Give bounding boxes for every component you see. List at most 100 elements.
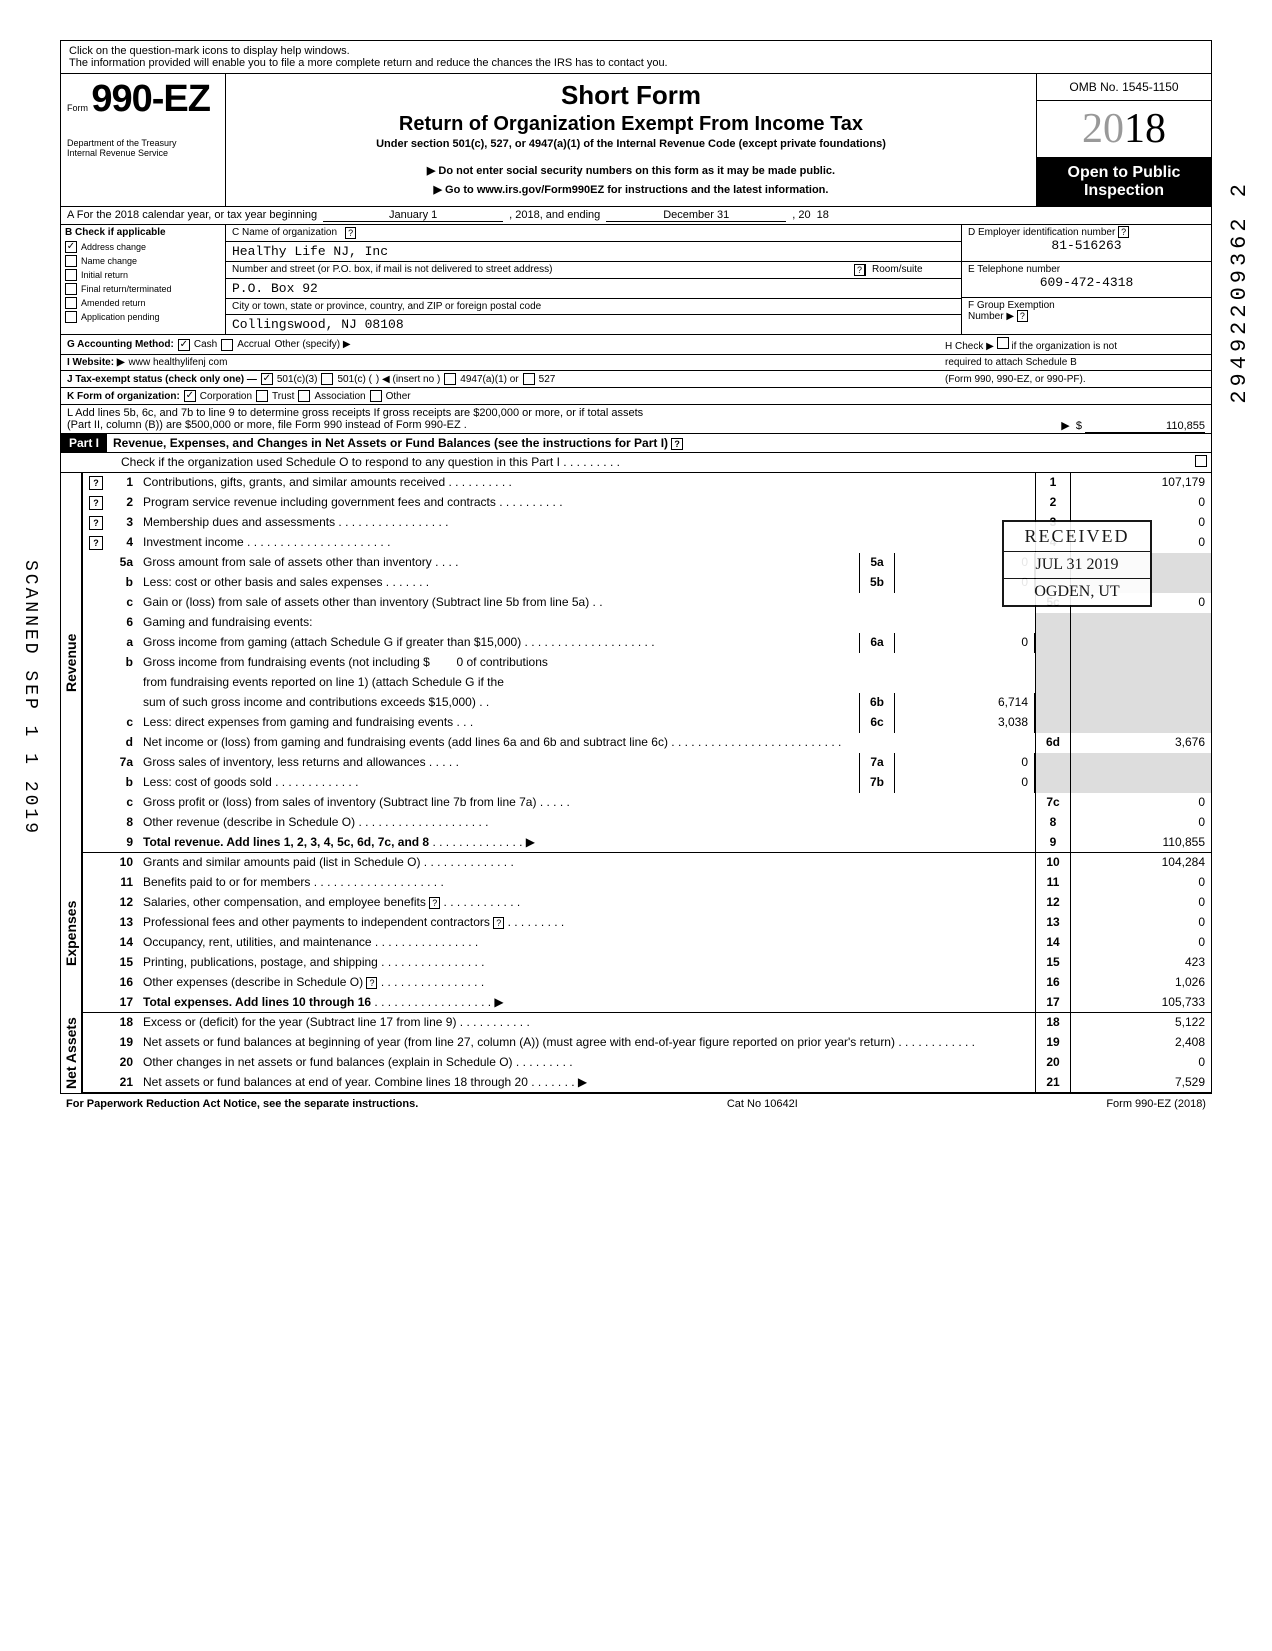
line-7b: b Less: cost of goods sold . . . . . . .… [82, 773, 1212, 793]
line-num: 12 [109, 893, 139, 913]
right-num-shade [1035, 713, 1071, 733]
help-icon[interactable]: ? [345, 227, 356, 239]
help-icon[interactable]: ? [429, 897, 440, 909]
mid-val: 0 [895, 773, 1035, 793]
h-text3: required to attach Schedule B [945, 357, 1205, 368]
stamp-date: JUL 31 2019 [1004, 552, 1150, 579]
line-num: 16 [109, 973, 139, 993]
bcd-row: B Check if applicable ✓Address change Na… [60, 225, 1212, 335]
check-corp[interactable]: ✓ [184, 390, 196, 402]
form-prefix: Form [67, 103, 88, 113]
org-street: P.O. Box 92 [232, 281, 318, 296]
line-num: 14 [109, 933, 139, 953]
line-num: 9 [109, 833, 139, 852]
l-amount: 110,855 [1085, 420, 1205, 433]
line-6b-3: sum of such gross income and contributio… [82, 693, 1212, 713]
right-num: 11 [1035, 873, 1071, 893]
check-4947[interactable] [444, 373, 456, 385]
lbl-other-method: Other (specify) ▶ [275, 339, 351, 350]
check-initial-return[interactable] [65, 269, 77, 281]
line-desc: Other expenses (describe in Schedule O) [143, 975, 363, 989]
right-val-shade [1071, 653, 1211, 673]
right-num: 16 [1035, 973, 1071, 993]
h-text4: (Form 990, 990-EZ, or 990-PF). [945, 374, 1205, 385]
line-desc: Gross amount from sale of assets other t… [143, 555, 432, 569]
check-address-change[interactable]: ✓ [65, 241, 77, 253]
right-val-shade [1071, 613, 1211, 633]
right-val: 423 [1071, 953, 1211, 973]
mid-num: 7a [859, 753, 895, 773]
line-6c: c Less: direct expenses from gaming and … [82, 713, 1212, 733]
check-assoc[interactable] [298, 390, 310, 402]
right-num: 6d [1035, 733, 1071, 753]
right-val: 1,026 [1071, 973, 1211, 993]
mid-num: 6a [859, 633, 895, 653]
line-2: ? 2 Program service revenue including go… [82, 493, 1212, 513]
check-app-pending[interactable] [65, 311, 77, 323]
line-desc: Other revenue (describe in Schedule O) [143, 815, 355, 829]
help-icon[interactable]: ? [493, 917, 504, 929]
row-a-end: December 31 [606, 209, 786, 222]
check-cash[interactable]: ✓ [178, 339, 190, 351]
help-icon[interactable]: ? [89, 476, 103, 490]
line-desc: Gross income from gaming (attach Schedul… [143, 635, 521, 649]
check-501c[interactable] [321, 373, 333, 385]
check-trust[interactable] [256, 390, 268, 402]
lbl-amended: Amended return [81, 298, 146, 308]
row-a-yr: 18 [817, 209, 829, 222]
check-final-return[interactable] [65, 283, 77, 295]
help-icon[interactable]: ? [366, 977, 377, 989]
check-schedule-o[interactable] [1195, 455, 1207, 467]
right-num-shade [1035, 693, 1071, 713]
mid-num: 5b [859, 573, 895, 593]
part1-title: Revenue, Expenses, and Changes in Net As… [107, 434, 1211, 452]
check-501c3[interactable]: ✓ [261, 373, 273, 385]
check-other-org[interactable] [370, 390, 382, 402]
line-desc: Less: cost of goods sold [143, 775, 272, 789]
check-527[interactable] [523, 373, 535, 385]
check-schedule-b[interactable] [997, 337, 1009, 349]
open-public-2: Inspection [1043, 182, 1205, 200]
line-desc: Excess or (deficit) for the year (Subtra… [143, 1015, 456, 1029]
help-icon[interactable]: ? [854, 264, 865, 276]
help-icon[interactable]: ? [89, 536, 103, 550]
netassets-label: Net Assets [60, 1013, 82, 1093]
right-val: 104,284 [1071, 853, 1211, 873]
line-desc: Printing, publications, postage, and shi… [143, 955, 378, 969]
help-bar: Click on the question-mark icons to disp… [60, 40, 1212, 73]
k-row: K Form of organization: ✓Corporation Tru… [60, 388, 1212, 405]
help-icon[interactable]: ? [89, 516, 103, 530]
line-desc: Grants and similar amounts paid (list in… [143, 855, 420, 869]
part1-check-text: Check if the organization used Schedule … [121, 455, 560, 469]
line-desc: Gross sales of inventory, less returns a… [143, 755, 426, 769]
title-short: Short Form [234, 80, 1028, 111]
lbl-501c3: 501(c)(3) [277, 374, 318, 385]
help-icon[interactable]: ? [671, 438, 683, 450]
line-num: c [109, 593, 139, 613]
lbl-assoc: Association [314, 391, 365, 402]
line-20: 20 Other changes in net assets or fund b… [82, 1053, 1212, 1073]
check-name-change[interactable] [65, 255, 77, 267]
right-num: 9 [1035, 833, 1071, 852]
help-icon[interactable]: ? [1017, 310, 1028, 322]
check-accrual[interactable] [221, 339, 233, 351]
right-num: 13 [1035, 913, 1071, 933]
scanned-stamp: SCANNED SEP 1 1 2019 [20, 560, 40, 836]
right-val-shade [1071, 753, 1211, 773]
line-desc: Investment income [143, 535, 244, 549]
right-num: 21 [1035, 1073, 1071, 1092]
right-val-shade [1071, 633, 1211, 653]
expenses-section: Expenses 10 Grants and similar amounts p… [60, 853, 1212, 1013]
header-right: OMB No. 1545-1150 2018 Open to Public In… [1036, 74, 1211, 206]
line-desc: Gross profit or (loss) from sales of inv… [143, 795, 536, 809]
line-8: 8 Other revenue (describe in Schedule O)… [82, 813, 1212, 833]
line-num: 5a [109, 553, 139, 573]
help-icon[interactable]: ? [1118, 226, 1129, 238]
right-val-shade [1071, 673, 1211, 693]
line-num: 3 [109, 513, 139, 533]
right-num: 18 [1035, 1013, 1071, 1033]
d-column: D Employer identification number ? 81-51… [961, 225, 1211, 334]
check-amended[interactable] [65, 297, 77, 309]
help-icon[interactable]: ? [89, 496, 103, 510]
right-val: 0 [1071, 893, 1211, 913]
